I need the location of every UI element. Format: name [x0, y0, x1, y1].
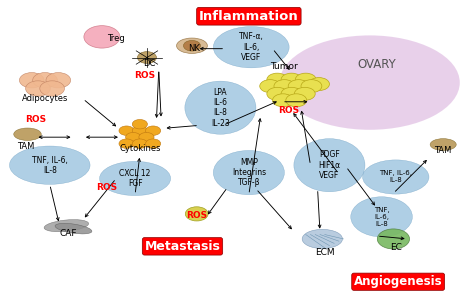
Text: ROS: ROS: [279, 106, 300, 115]
Text: Adipocytes: Adipocytes: [22, 94, 68, 103]
Ellipse shape: [185, 81, 256, 134]
Text: CXCL 12
FGF: CXCL 12 FGF: [119, 169, 151, 188]
Circle shape: [301, 80, 322, 93]
Circle shape: [286, 94, 307, 107]
Circle shape: [84, 26, 120, 48]
Text: Tumor: Tumor: [271, 62, 298, 71]
Circle shape: [274, 80, 295, 93]
Circle shape: [126, 132, 141, 142]
Circle shape: [267, 73, 288, 86]
Circle shape: [132, 126, 147, 135]
Circle shape: [19, 73, 44, 88]
Ellipse shape: [430, 139, 456, 150]
Circle shape: [309, 78, 329, 91]
Ellipse shape: [213, 150, 284, 195]
Ellipse shape: [294, 139, 365, 192]
Text: OVARY: OVARY: [357, 58, 396, 71]
Circle shape: [40, 81, 64, 96]
Text: ROS: ROS: [186, 211, 207, 220]
Circle shape: [137, 52, 156, 63]
Circle shape: [295, 73, 316, 86]
Text: TNF, IL-6,
IL-8: TNF, IL-6, IL-8: [32, 155, 68, 175]
Text: ECM: ECM: [315, 248, 335, 257]
Text: EC: EC: [390, 243, 402, 252]
Circle shape: [185, 207, 208, 221]
Circle shape: [260, 80, 281, 93]
Text: Inflammation: Inflammation: [199, 10, 299, 23]
Text: TNF, IL-6,
IL-8: TNF, IL-6, IL-8: [379, 171, 412, 183]
Ellipse shape: [213, 27, 289, 68]
Ellipse shape: [363, 160, 429, 194]
Circle shape: [132, 139, 147, 148]
Circle shape: [377, 229, 410, 249]
Ellipse shape: [14, 128, 41, 140]
Circle shape: [119, 126, 134, 135]
Text: ROS: ROS: [134, 71, 155, 80]
Text: LPA
IL-6
IL-8
IL-23: LPA IL-6 IL-8 IL-23: [211, 88, 230, 128]
Circle shape: [183, 40, 201, 51]
Text: CAF: CAF: [60, 229, 77, 237]
Text: TAM: TAM: [18, 142, 35, 150]
Ellipse shape: [55, 223, 92, 234]
Circle shape: [26, 81, 50, 96]
Text: TNF-α,
IL-6,
VEGF: TNF-α, IL-6, VEGF: [239, 32, 264, 62]
Circle shape: [281, 73, 302, 86]
Circle shape: [146, 139, 161, 148]
Text: Angiogenesis: Angiogenesis: [354, 275, 442, 288]
Ellipse shape: [280, 35, 460, 130]
Circle shape: [294, 87, 315, 100]
Text: DC: DC: [143, 59, 155, 68]
Text: NK: NK: [188, 44, 201, 53]
Circle shape: [288, 80, 309, 93]
Text: TNF,
IL-6,
IL-8: TNF, IL-6, IL-8: [374, 207, 390, 227]
Circle shape: [267, 87, 288, 100]
Text: PDGF
HIF1α
VEGF: PDGF HIF1α VEGF: [319, 150, 340, 180]
Circle shape: [46, 73, 71, 88]
Text: MMP
Integrins
TGF-β: MMP Integrins TGF-β: [232, 158, 266, 188]
Ellipse shape: [44, 220, 89, 232]
Circle shape: [119, 139, 134, 148]
Text: ROS: ROS: [96, 183, 117, 192]
Text: Treg: Treg: [107, 34, 125, 43]
Circle shape: [281, 87, 302, 100]
Text: Cytokines: Cytokines: [119, 145, 161, 153]
Ellipse shape: [302, 230, 342, 248]
Text: TAM: TAM: [435, 146, 452, 155]
Circle shape: [146, 126, 161, 135]
Circle shape: [33, 73, 57, 88]
Circle shape: [132, 119, 147, 129]
Text: ROS: ROS: [25, 115, 46, 124]
Text: Metastasis: Metastasis: [145, 240, 220, 253]
Circle shape: [273, 94, 293, 107]
Ellipse shape: [100, 161, 171, 196]
Ellipse shape: [176, 38, 207, 53]
Circle shape: [139, 132, 154, 142]
Ellipse shape: [9, 146, 90, 184]
Ellipse shape: [351, 197, 412, 237]
